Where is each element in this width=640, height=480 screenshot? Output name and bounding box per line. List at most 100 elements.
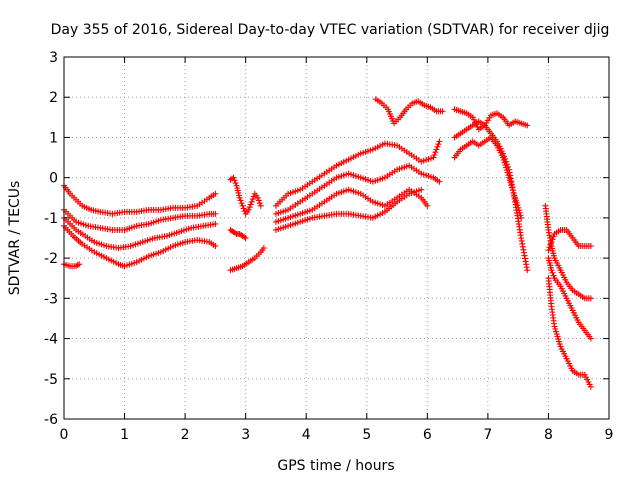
series-track-j	[272, 162, 443, 217]
data-point	[212, 190, 219, 197]
series-track-m	[372, 96, 446, 127]
y-tick-label: -6	[44, 412, 58, 428]
data-point	[245, 206, 252, 213]
data-point	[236, 194, 243, 201]
y-tick-label: 0	[49, 171, 58, 187]
data-point	[249, 196, 256, 203]
data-point	[522, 255, 529, 262]
series-track-c	[61, 214, 219, 252]
data-point	[435, 141, 442, 148]
y-tick-label: 2	[49, 90, 58, 106]
y-tick-label: 1	[49, 130, 58, 146]
series-track-r	[542, 202, 594, 302]
series-track-l	[272, 186, 425, 233]
x-tick-label: 9	[605, 427, 614, 443]
data-point	[76, 261, 83, 268]
data-point	[439, 108, 446, 115]
series-track-a	[61, 182, 219, 217]
data-point	[436, 178, 443, 185]
y-tick-label: -4	[44, 332, 58, 348]
data-point	[587, 335, 594, 342]
data-point	[434, 143, 441, 150]
data-point	[520, 249, 527, 256]
x-tick-label: 7	[483, 427, 492, 443]
data-point	[550, 233, 557, 240]
data-point	[230, 174, 237, 181]
data-point	[254, 194, 261, 201]
data-point	[212, 243, 219, 250]
data-point	[523, 264, 530, 271]
data-point	[74, 262, 81, 269]
data-point	[237, 197, 244, 204]
data-point	[256, 200, 263, 207]
data-point	[246, 204, 253, 211]
data-point	[524, 267, 531, 274]
x-tick-label: 3	[241, 427, 250, 443]
data-point	[521, 252, 528, 259]
series-track-h	[227, 245, 267, 274]
series-track-p	[451, 134, 525, 221]
data-point	[232, 180, 239, 187]
data-point	[522, 258, 529, 265]
data-point	[550, 272, 557, 279]
series-track-d	[61, 222, 219, 270]
series-track-b	[61, 206, 219, 233]
data-markers	[61, 96, 594, 390]
chart-title: Day 355 of 2016, Sidereal Day-to-day VTE…	[51, 22, 610, 38]
data-point	[432, 149, 439, 156]
data-point	[239, 202, 246, 209]
plot-frame	[63, 56, 610, 420]
series-track-i	[272, 138, 443, 209]
data-point	[238, 200, 245, 207]
series-track-t	[545, 275, 594, 390]
data-point	[433, 146, 440, 153]
y-tick-label: 3	[49, 50, 58, 66]
series-track-n	[451, 106, 531, 133]
data-point	[587, 295, 594, 302]
data-point	[519, 240, 526, 247]
data-point	[240, 205, 247, 212]
data-point	[248, 198, 255, 205]
series-track-g	[227, 226, 249, 241]
series-track-f	[227, 174, 264, 217]
data-point	[424, 202, 431, 209]
data-point	[430, 154, 437, 161]
x-tick-label: 8	[544, 427, 553, 443]
data-point	[549, 269, 556, 276]
data-point	[212, 210, 219, 217]
series-track-q	[545, 226, 594, 254]
data-point	[523, 261, 530, 268]
data-point	[212, 220, 219, 227]
data-point	[587, 243, 594, 250]
data-point	[436, 138, 443, 145]
x-tick-label: 4	[302, 427, 311, 443]
y-axis-label: SDTVAR / TECUs	[7, 181, 23, 296]
series-track-s	[545, 255, 594, 342]
y-tick-label: -3	[44, 291, 58, 307]
x-tick-label: 0	[60, 427, 69, 443]
data-point	[520, 246, 527, 253]
data-point	[548, 267, 555, 274]
data-point	[519, 243, 526, 250]
data-point	[518, 237, 525, 244]
data-point	[431, 151, 438, 158]
x-axis-label: GPS time / hours	[277, 458, 394, 474]
data-point	[242, 235, 249, 241]
data-point	[524, 122, 531, 129]
y-tick-label: -5	[44, 372, 58, 388]
data-point	[257, 202, 264, 209]
y-tick-label: -1	[44, 211, 58, 227]
data-point	[255, 197, 262, 204]
data-point	[518, 235, 525, 241]
series-track-k	[272, 186, 431, 225]
data-point	[518, 214, 525, 221]
x-tick-label: 2	[181, 427, 190, 443]
data-point	[231, 177, 238, 184]
x-tick-label: 5	[362, 427, 371, 443]
grid-lines	[64, 57, 609, 419]
x-tick-label: 6	[423, 427, 432, 443]
x-tick-label: 1	[120, 427, 129, 443]
data-point	[247, 201, 254, 208]
series-track-o	[451, 118, 531, 274]
